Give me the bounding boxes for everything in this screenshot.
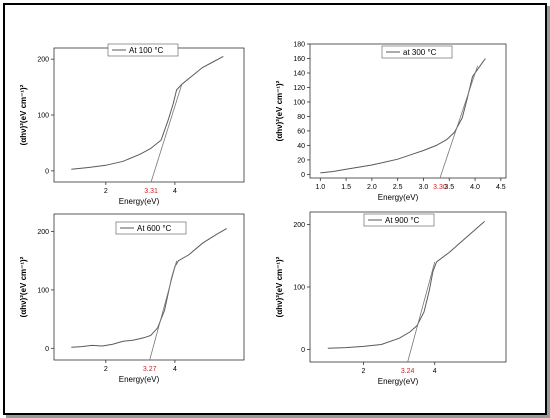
legend-label: At 600 °C	[137, 224, 172, 233]
chart-600c: 2 4 0 100 200 At 600 °C 3.27 Energy(eV) (αhν…	[19, 213, 245, 384]
legend-label: At 100 °C	[129, 46, 164, 55]
x-tick-label: 2	[104, 188, 108, 195]
band-gap-label: 3.30	[433, 184, 447, 191]
band-gap-label: 3.27	[143, 366, 157, 373]
y-tick-label: 100	[37, 287, 49, 294]
legend-label: At 900 °C	[385, 216, 420, 225]
x-tick-label: 3.0	[419, 184, 429, 191]
x-tick-label: 4	[173, 188, 177, 195]
x-axis-label: Energy(eV)	[378, 193, 419, 202]
x-tick-label: 1.0	[315, 184, 325, 191]
plot-frame	[53, 213, 245, 361]
y-tick-label: 100	[293, 285, 305, 292]
y-tick-label: 0	[45, 346, 49, 353]
y-tick-label: 0	[45, 168, 49, 175]
x-tick-label: 4.5	[496, 184, 506, 191]
y-tick-label: 200	[37, 229, 49, 236]
y-axis-label: (αhν)²(eV cm⁻¹)²	[19, 84, 28, 145]
fit-line	[407, 261, 436, 363]
x-tick-label: 3.5	[444, 184, 454, 191]
legend-box	[107, 43, 179, 57]
plot-frame	[309, 211, 507, 363]
chart-300c: 1.0 1.5 2.0 2.5 3.0 3.5 4.0 4.5 0 20 40 60 80 100 120 1…	[275, 42, 507, 202]
x-tick-label: 2.5	[393, 184, 403, 191]
legend-box	[363, 213, 435, 227]
x-axis-label: Energy(eV)	[119, 197, 160, 206]
fit-line	[439, 65, 479, 179]
x-tick-label: 1.5	[341, 184, 351, 191]
y-tick-label: 100	[37, 113, 49, 120]
x-axis-label: Energy(eV)	[378, 377, 419, 386]
y-tick-label: 80	[297, 114, 305, 121]
x-tick-label: 4	[173, 366, 177, 373]
legend-box	[381, 45, 453, 59]
band-gap-label: 3.31	[144, 188, 158, 195]
plot-frame	[53, 47, 245, 183]
fit-line	[150, 84, 183, 183]
series-line	[71, 55, 224, 170]
y-tick-label: 120	[293, 85, 305, 92]
y-tick-label: 200	[293, 222, 305, 229]
x-tick-label: 4.0	[470, 184, 480, 191]
y-tick-label: 180	[293, 42, 305, 49]
y-tick-label: 0	[301, 172, 305, 179]
legend-label: at 300 °C	[403, 48, 437, 57]
chart-900c: 2 4 0 100 200 At 900 °C 3.24 Energy(eV) (αhν…	[275, 211, 507, 386]
y-tick-label: 20	[297, 157, 305, 164]
y-axis-label: (αhν)²(eV cm⁻¹)²	[19, 256, 28, 317]
y-tick-label: 40	[297, 143, 305, 150]
y-tick-label: 60	[297, 128, 305, 135]
series-line	[71, 228, 227, 348]
fit-line	[149, 260, 178, 361]
legend-box	[115, 221, 187, 235]
y-axis-label: (αhν)²(eV cm⁻¹)²	[275, 80, 284, 141]
plot-frame	[309, 43, 507, 179]
x-tick-label: 2.0	[367, 184, 377, 191]
figure-frame	[3, 3, 547, 415]
band-gap-label: 3.24	[401, 368, 415, 375]
y-tick-label: 0	[301, 347, 305, 354]
y-axis-label: (αhν)²(eV cm⁻¹)²	[275, 256, 284, 317]
y-tick-label: 160	[293, 56, 305, 63]
chart-100c: 2 4 0 100 200 At 100 °C 3.31 Energy(eV) (αhν…	[19, 43, 245, 206]
x-tick-label: 2	[362, 368, 366, 375]
series-line	[327, 221, 485, 349]
x-tick-label: 2	[104, 366, 108, 373]
x-axis-label: Energy(eV)	[119, 375, 160, 384]
series-line	[320, 58, 486, 174]
x-tick-label: 4	[433, 368, 437, 375]
y-tick-label: 140	[293, 70, 305, 77]
y-tick-label: 200	[37, 57, 49, 64]
y-tick-label: 100	[293, 99, 305, 106]
